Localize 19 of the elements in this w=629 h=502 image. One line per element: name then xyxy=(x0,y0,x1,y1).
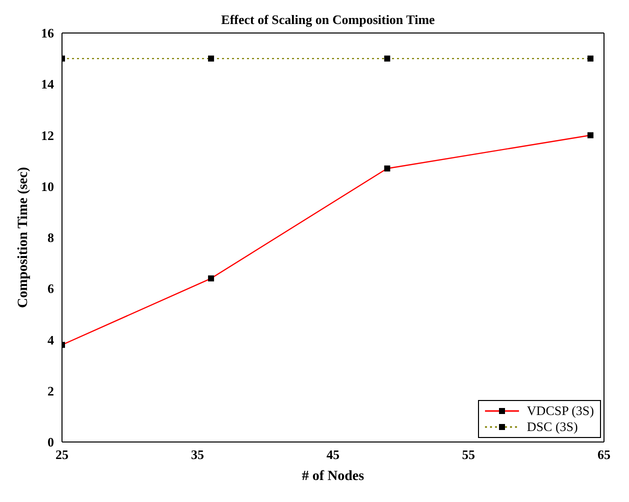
y-tick-label: 4 xyxy=(48,332,54,348)
y-tick-label: 12 xyxy=(41,128,54,143)
y-tick-label: 2 xyxy=(48,383,54,398)
chart-title: Effect of Scaling on Composition Time xyxy=(221,12,436,27)
x-tick-label: 45 xyxy=(326,447,340,462)
y-tick-label: 0 xyxy=(48,434,54,450)
y-axis-title: Composition Time (sec) xyxy=(16,166,31,308)
x-tick-label: 25 xyxy=(56,447,69,462)
y-tick-label: 14 xyxy=(41,76,54,92)
y-tick-label: 6 xyxy=(48,281,54,296)
x-axis-title: # of Nodes xyxy=(302,469,365,484)
y-tick-label: 10 xyxy=(41,178,54,194)
legend-label: VDCSP (3S) xyxy=(526,403,594,419)
y-tick-label: 16 xyxy=(41,26,54,41)
legend-label: DSC (3S) xyxy=(526,419,578,435)
x-tick-label: 35 xyxy=(191,447,204,462)
x-tick-label: 65 xyxy=(598,447,611,462)
y-tick-label: 8 xyxy=(48,230,54,246)
x-tick-label: 55 xyxy=(462,447,476,462)
